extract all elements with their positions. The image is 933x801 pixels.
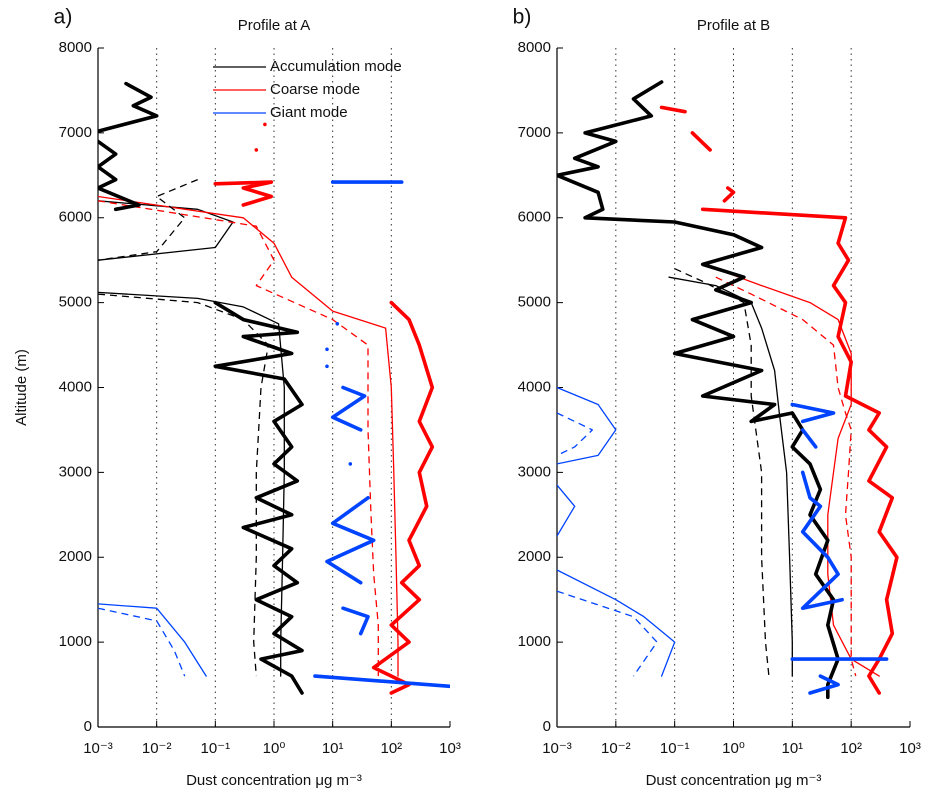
profile-line [98,607,186,677]
x-tick-label: 10⁰ [722,740,745,757]
panel-label: a) [54,6,73,29]
profile-line [313,180,450,689]
profile-line [98,178,269,677]
profile-line [668,276,793,677]
profile-line [98,200,379,677]
profile-line [557,412,658,677]
profile-line [557,80,840,700]
plot-area [557,80,899,700]
y-tick-label: 1000 [518,633,551,650]
x-tick-label: 10⁻² [601,740,631,757]
y-tick-label: 4000 [518,378,551,395]
y-tick-label: 5000 [518,294,551,311]
y-tick-label: 5000 [59,294,92,311]
x-tick-label: 10⁻¹ [660,740,690,757]
x-tick-label: 10⁻³ [83,740,113,757]
x-tick-label: 10⁻² [142,740,172,757]
x-tick-label: 10² [380,740,402,757]
profile-line [674,268,770,677]
profile-line [659,105,899,695]
y-tick-label: 6000 [518,209,551,226]
profile-line [98,195,399,677]
profile-line [213,122,435,695]
chart-title: Profile at A [238,17,311,34]
profile-line [557,386,676,677]
x-tick-label: 10² [840,740,862,757]
y-tick-label: 7000 [59,124,92,141]
y-tick-label: 8000 [59,39,92,56]
profile-line [715,276,857,677]
x-tick-label: 10⁻¹ [201,740,231,757]
y-tick-label: 7000 [518,124,551,141]
profile-line [715,268,880,677]
y-tick-label: 4000 [59,378,92,395]
y-tick-label: 2000 [518,548,551,565]
chart-title: Profile at B [697,17,770,34]
panel-label: b) [513,6,532,29]
y-tick-label: 2000 [59,548,92,565]
y-tick-label: 0 [84,718,92,735]
profile-line [98,603,207,677]
x-tick-label: 10³ [439,740,461,757]
y-axis-label: Altitude (m) [13,349,30,426]
x-tick-label: 10⁰ [263,740,286,757]
y-tick-label: 3000 [59,463,92,480]
x-tick-label: 10³ [899,740,921,757]
x-tick-label: 10⁻³ [542,740,572,757]
legend-label: Giant mode [270,104,348,121]
y-tick-label: 1000 [59,633,92,650]
x-axis-label: Dust concentration μg m⁻³ [646,772,822,789]
x-tick-label: 10¹ [781,740,803,757]
y-tick-label: 6000 [59,209,92,226]
x-axis-label: Dust concentration μg m⁻³ [186,772,362,789]
profile-line [98,81,304,695]
profile-line [790,402,889,695]
plot-area [98,81,450,695]
y-tick-label: 8000 [518,39,551,56]
y-tick-label: 3000 [518,463,551,480]
x-tick-label: 10¹ [322,740,344,757]
legend-label: Accumulation mode [270,58,402,75]
y-tick-label: 0 [543,718,551,735]
legend-label: Coarse mode [270,81,360,98]
profile-line [98,200,285,677]
